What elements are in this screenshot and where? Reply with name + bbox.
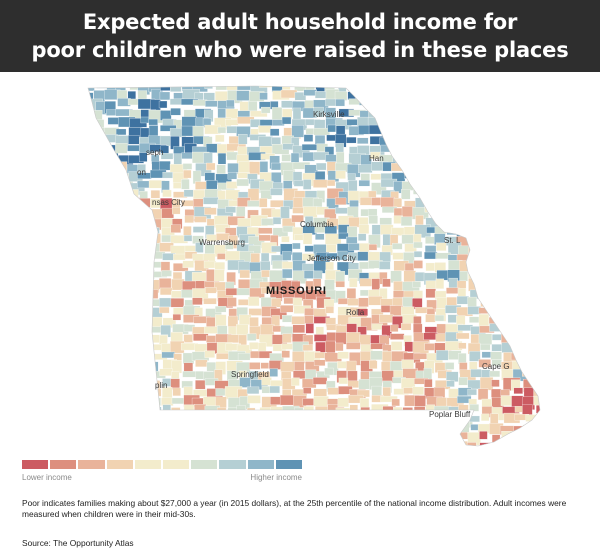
header-banner: Expected adult household income for poor… — [0, 0, 600, 72]
legend-swatch — [163, 460, 190, 469]
title-line-2: poor children who were raised in these p… — [31, 38, 569, 62]
city-label-hannibal: Han — [369, 154, 384, 163]
title-line-1: Expected adult household income for — [82, 10, 518, 34]
footnote: Poor indicates families making about $27… — [22, 498, 567, 519]
map-area: Kirksville seph Han on nsas City Columbi… — [0, 72, 600, 450]
legend-swatch — [191, 460, 218, 469]
legend-swatches — [22, 460, 303, 469]
city-label-jefferson-city: Jefferson City — [307, 254, 356, 263]
legend-swatch — [50, 460, 77, 469]
city-label-springfield: Springfield — [231, 370, 269, 379]
city-label-rolla: Rolla — [346, 308, 365, 317]
city-label-poplar-bluff: Poplar Bluff — [429, 410, 471, 419]
city-label-kirksville: Kirksville — [313, 110, 345, 119]
legend-low-label: Lower income — [22, 473, 72, 482]
city-label-st-joseph: seph — [146, 148, 164, 157]
city-label-columbia: Columbia — [300, 220, 334, 229]
legend-swatch — [275, 460, 303, 469]
city-label-cape-girardeau: Cape G — [482, 362, 510, 371]
city-label-warrensburg: Warrensburg — [199, 238, 245, 247]
color-legend: Lower income Higher income — [22, 460, 303, 490]
legend-swatch — [134, 460, 162, 469]
legend-swatch — [106, 460, 133, 469]
state-label: MISSOURI — [266, 285, 327, 297]
legend-swatch — [22, 460, 49, 469]
city-label-joplin: plin — [155, 381, 168, 390]
city-label-on: on — [137, 168, 146, 177]
legend-swatch — [219, 460, 246, 469]
legend-high-label: Higher income — [250, 473, 302, 482]
missouri-map — [87, 85, 541, 447]
legend-swatch — [247, 460, 274, 469]
city-label-st-louis: St. L — [444, 236, 461, 245]
legend-swatch — [78, 460, 105, 469]
source-note: Source: The Opportunity Atlas — [22, 538, 134, 548]
city-label-kansas-city: nsas City — [152, 198, 185, 207]
